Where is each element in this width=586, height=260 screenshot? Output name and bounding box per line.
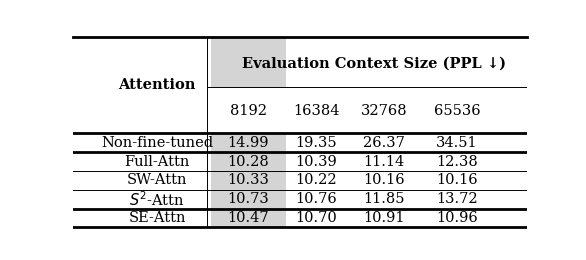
Text: 10.28: 10.28 xyxy=(227,154,269,168)
Text: 10.76: 10.76 xyxy=(295,192,337,206)
Bar xyxy=(211,209,286,228)
Text: SW-Attn: SW-Attn xyxy=(127,173,188,187)
Text: 26.37: 26.37 xyxy=(363,136,406,150)
Bar xyxy=(211,133,286,152)
Text: 10.96: 10.96 xyxy=(436,211,478,225)
Bar xyxy=(211,171,286,190)
Text: 11.14: 11.14 xyxy=(364,154,405,168)
Text: 34.51: 34.51 xyxy=(436,136,478,150)
Text: 10.91: 10.91 xyxy=(363,211,405,225)
Text: 8192: 8192 xyxy=(230,104,267,118)
Text: 10.16: 10.16 xyxy=(363,173,405,187)
Text: Full-Attn: Full-Attn xyxy=(125,154,190,168)
Text: 11.85: 11.85 xyxy=(363,192,405,206)
Bar xyxy=(211,190,286,209)
Text: 65536: 65536 xyxy=(434,104,481,118)
Text: Non-fine-tuned: Non-fine-tuned xyxy=(101,136,213,150)
Text: 10.16: 10.16 xyxy=(436,173,478,187)
Text: Evaluation Context Size (PPL ↓): Evaluation Context Size (PPL ↓) xyxy=(241,56,506,70)
Text: 19.35: 19.35 xyxy=(295,136,337,150)
Text: 13.72: 13.72 xyxy=(436,192,478,206)
Text: 14.99: 14.99 xyxy=(227,136,269,150)
Text: 10.22: 10.22 xyxy=(295,173,337,187)
Text: 10.39: 10.39 xyxy=(295,154,337,168)
Text: 32768: 32768 xyxy=(361,104,408,118)
Text: 10.33: 10.33 xyxy=(227,173,269,187)
Text: 16384: 16384 xyxy=(293,104,339,118)
Text: 10.47: 10.47 xyxy=(227,211,269,225)
Bar xyxy=(211,37,286,87)
Bar xyxy=(211,152,286,171)
Text: 10.73: 10.73 xyxy=(227,192,269,206)
Text: SE-Attn: SE-Attn xyxy=(128,211,186,225)
Text: 12.38: 12.38 xyxy=(436,154,478,168)
Text: $S^2$-Attn: $S^2$-Attn xyxy=(130,190,185,209)
Text: Attention: Attention xyxy=(118,78,196,92)
Text: 10.70: 10.70 xyxy=(295,211,337,225)
